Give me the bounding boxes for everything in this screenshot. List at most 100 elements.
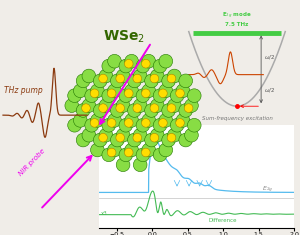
- Circle shape: [82, 99, 96, 112]
- Circle shape: [142, 84, 155, 98]
- Circle shape: [65, 99, 79, 112]
- Circle shape: [124, 119, 133, 127]
- Circle shape: [150, 69, 164, 83]
- Circle shape: [119, 148, 133, 162]
- Circle shape: [99, 133, 107, 142]
- Circle shape: [128, 74, 141, 88]
- Circle shape: [162, 74, 176, 88]
- Circle shape: [167, 128, 181, 142]
- Circle shape: [108, 54, 121, 68]
- Circle shape: [167, 74, 176, 83]
- Circle shape: [150, 99, 164, 112]
- Circle shape: [142, 148, 150, 157]
- Circle shape: [119, 59, 133, 73]
- Circle shape: [116, 99, 130, 112]
- Circle shape: [125, 114, 139, 127]
- Circle shape: [93, 74, 107, 88]
- Circle shape: [167, 99, 181, 112]
- Circle shape: [170, 89, 184, 102]
- Circle shape: [142, 59, 150, 68]
- Circle shape: [82, 69, 96, 83]
- Circle shape: [74, 114, 87, 127]
- Circle shape: [108, 114, 122, 127]
- Circle shape: [159, 54, 173, 68]
- Circle shape: [150, 133, 159, 142]
- Circle shape: [68, 118, 81, 132]
- Text: E$_{2g}$ mode
7.5 THz: E$_{2g}$ mode 7.5 THz: [222, 11, 252, 27]
- Circle shape: [133, 99, 147, 112]
- Circle shape: [125, 54, 139, 68]
- Circle shape: [150, 128, 164, 142]
- Circle shape: [184, 128, 198, 142]
- Text: Difference: Difference: [209, 218, 237, 223]
- Circle shape: [108, 143, 121, 157]
- Circle shape: [142, 54, 155, 68]
- Circle shape: [110, 104, 124, 117]
- Circle shape: [125, 143, 139, 157]
- Circle shape: [142, 143, 155, 157]
- Circle shape: [102, 89, 116, 102]
- Circle shape: [150, 74, 159, 83]
- Circle shape: [188, 89, 201, 102]
- Circle shape: [145, 74, 158, 88]
- Circle shape: [74, 84, 87, 98]
- Circle shape: [133, 69, 147, 83]
- Text: $\omega$/2: $\omega$/2: [264, 86, 275, 94]
- Circle shape: [184, 104, 193, 112]
- Circle shape: [176, 119, 184, 127]
- Circle shape: [133, 158, 147, 172]
- Text: THz pump: THz pump: [4, 86, 43, 95]
- Circle shape: [162, 104, 176, 117]
- Circle shape: [124, 89, 133, 98]
- Circle shape: [82, 104, 90, 112]
- Circle shape: [116, 158, 130, 172]
- Circle shape: [91, 114, 104, 127]
- Circle shape: [133, 104, 142, 112]
- Circle shape: [170, 118, 184, 132]
- Circle shape: [136, 89, 150, 102]
- Circle shape: [125, 84, 139, 98]
- Circle shape: [142, 114, 155, 127]
- Circle shape: [176, 114, 190, 127]
- Circle shape: [99, 104, 107, 112]
- Circle shape: [179, 74, 193, 88]
- Circle shape: [136, 59, 150, 73]
- Circle shape: [136, 148, 150, 162]
- Circle shape: [179, 104, 193, 117]
- Circle shape: [176, 84, 190, 98]
- Circle shape: [159, 84, 173, 98]
- Circle shape: [91, 143, 104, 157]
- Circle shape: [99, 74, 107, 83]
- Circle shape: [128, 133, 141, 147]
- Circle shape: [179, 133, 193, 147]
- Circle shape: [153, 148, 167, 162]
- Circle shape: [128, 104, 141, 117]
- Circle shape: [167, 69, 181, 83]
- Text: E$_{2g}$: E$_{2g}$: [262, 185, 274, 195]
- Circle shape: [162, 133, 176, 147]
- Circle shape: [119, 89, 133, 102]
- Text: Sum-frequency excitation: Sum-frequency excitation: [202, 116, 272, 121]
- Circle shape: [153, 118, 167, 132]
- Circle shape: [102, 59, 116, 73]
- Circle shape: [108, 84, 121, 98]
- Circle shape: [133, 133, 142, 142]
- Circle shape: [167, 133, 176, 142]
- Circle shape: [124, 148, 133, 157]
- Circle shape: [93, 133, 107, 147]
- Circle shape: [90, 119, 99, 127]
- Circle shape: [188, 118, 201, 132]
- Circle shape: [124, 59, 133, 68]
- Circle shape: [99, 69, 113, 83]
- Circle shape: [116, 74, 124, 83]
- Circle shape: [142, 119, 150, 127]
- Circle shape: [76, 133, 90, 147]
- Circle shape: [85, 89, 98, 102]
- Circle shape: [116, 69, 130, 83]
- Circle shape: [85, 118, 98, 132]
- Circle shape: [150, 104, 159, 112]
- Circle shape: [119, 118, 133, 132]
- Circle shape: [110, 74, 124, 88]
- Circle shape: [142, 89, 150, 98]
- Circle shape: [102, 148, 116, 162]
